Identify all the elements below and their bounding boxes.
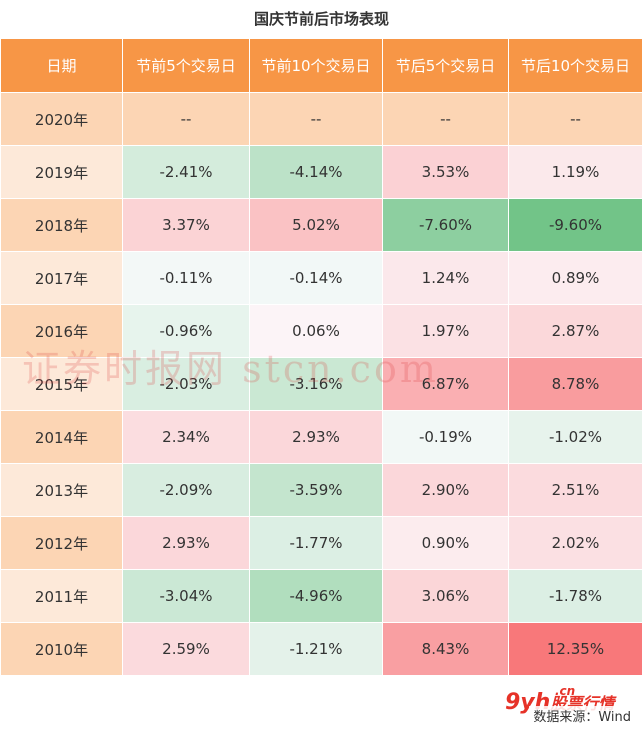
value-cell: 3.53%	[382, 145, 509, 199]
value-cell: 2.34%	[122, 410, 250, 464]
column-header: 日期	[0, 38, 123, 93]
value-cell: --	[249, 92, 383, 146]
value-cell: 12.35%	[508, 622, 643, 676]
table-row: 2020年 -- -- -- --	[0, 92, 643, 146]
value-cell: -3.16%	[249, 357, 383, 411]
column-header: 节前5个交易日	[122, 38, 250, 93]
value-cell: -2.41%	[122, 145, 250, 199]
value-cell: 2.93%	[122, 516, 250, 570]
value-cell: -0.11%	[122, 251, 250, 305]
year-cell: 2012年	[0, 516, 123, 570]
value-cell: -4.96%	[249, 569, 383, 623]
value-cell: -1.78%	[508, 569, 643, 623]
value-cell: 1.24%	[382, 251, 509, 305]
value-cell: --	[382, 92, 509, 146]
year-cell: 2011年	[0, 569, 123, 623]
table-row: 2017年 -0.11% -0.14% 1.24% 0.89%	[0, 251, 643, 305]
table-title: 国庆节前后市场表现	[253, 10, 389, 28]
year-cell: 2016年	[0, 304, 123, 358]
value-cell: -0.19%	[382, 410, 509, 464]
value-cell: 0.89%	[508, 251, 643, 305]
value-cell: 2.93%	[249, 410, 383, 464]
table-row: 2010年 2.59% -1.21% 8.43% 12.35%	[0, 622, 643, 676]
value-cell: -9.60%	[508, 198, 643, 252]
table-row: 2015年 -2.03% -3.16% 6.87% 8.78%	[0, 357, 643, 411]
value-cell: -0.14%	[249, 251, 383, 305]
source-note: 数据来源：Wind	[529, 706, 635, 725]
column-header: 节后5个交易日	[382, 38, 509, 93]
year-cell: 2020年	[0, 92, 123, 146]
year-cell: 2017年	[0, 251, 123, 305]
value-cell: -1.02%	[508, 410, 643, 464]
column-header: 节前10个交易日	[249, 38, 383, 93]
value-cell: -2.03%	[122, 357, 250, 411]
table-row: 2011年 -3.04% -4.96% 3.06% -1.78%	[0, 569, 643, 623]
value-cell: -4.14%	[249, 145, 383, 199]
value-cell: -3.04%	[122, 569, 250, 623]
value-cell: 2.02%	[508, 516, 643, 570]
value-cell: 6.87%	[382, 357, 509, 411]
value-cell: -2.09%	[122, 463, 250, 517]
market-table: 日期 节前5个交易日 节前10个交易日 节后5个交易日 节后10个交易日 202…	[0, 38, 643, 676]
year-cell: 2015年	[0, 357, 123, 411]
table-row: 2014年 2.34% 2.93% -0.19% -1.02%	[0, 410, 643, 464]
value-cell: 3.37%	[122, 198, 250, 252]
value-cell: -7.60%	[382, 198, 509, 252]
table-row: 2018年 3.37% 5.02% -7.60% -9.60%	[0, 198, 643, 252]
value-cell: --	[508, 92, 643, 146]
year-cell: 2018年	[0, 198, 123, 252]
value-cell: 3.06%	[382, 569, 509, 623]
value-cell: -1.21%	[249, 622, 383, 676]
value-cell: 0.90%	[382, 516, 509, 570]
value-cell: -3.59%	[249, 463, 383, 517]
header-row: 日期 节前5个交易日 节前10个交易日 节后5个交易日 节后10个交易日	[0, 38, 643, 93]
value-cell: 2.51%	[508, 463, 643, 517]
column-header: 节后10个交易日	[508, 38, 643, 93]
value-cell: 2.59%	[122, 622, 250, 676]
value-cell: -1.77%	[249, 516, 383, 570]
logo-domain: .cn	[555, 684, 576, 698]
value-cell: 0.06%	[249, 304, 383, 358]
value-cell: 1.19%	[508, 145, 643, 199]
value-cell: 5.02%	[249, 198, 383, 252]
table-row: 2016年 -0.96% 0.06% 1.97% 2.87%	[0, 304, 643, 358]
value-cell: --	[122, 92, 250, 146]
value-cell: 1.97%	[382, 304, 509, 358]
table-row: 2013年 -2.09% -3.59% 2.90% 2.51%	[0, 463, 643, 517]
value-cell: 8.78%	[508, 357, 643, 411]
value-cell: 2.87%	[508, 304, 643, 358]
table-row: 2019年 -2.41% -4.14% 3.53% 1.19%	[0, 145, 643, 199]
year-cell: 2019年	[0, 145, 123, 199]
table-row: 2012年 2.93% -1.77% 0.90% 2.02%	[0, 516, 643, 570]
value-cell: 8.43%	[382, 622, 509, 676]
year-cell: 2013年	[0, 463, 123, 517]
year-cell: 2014年	[0, 410, 123, 464]
year-cell: 2010年	[0, 622, 123, 676]
value-cell: -0.96%	[122, 304, 250, 358]
value-cell: 2.90%	[382, 463, 509, 517]
